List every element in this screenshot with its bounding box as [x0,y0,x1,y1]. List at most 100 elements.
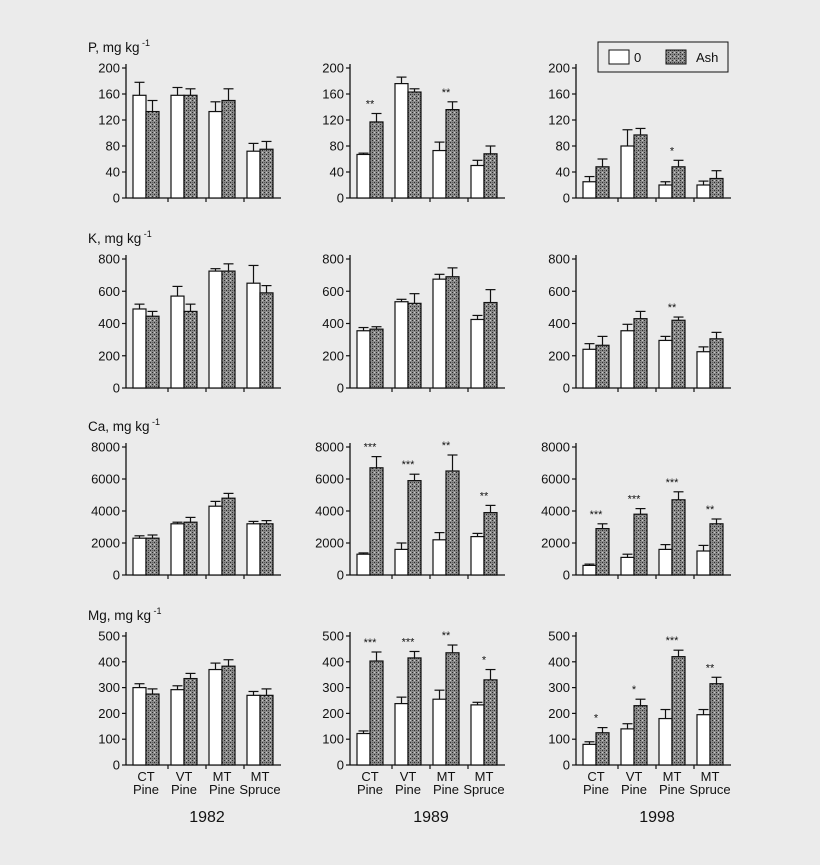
bar-control [658,339,673,389]
y-tick-label: 800 [98,252,120,267]
category-label: VT [400,769,417,784]
y-tick-label: 120 [322,113,344,128]
bar-control [246,150,261,199]
bar-control [246,523,261,576]
bar-control [170,295,185,389]
bar-control [356,330,371,389]
y-tick-label: 0 [337,191,344,206]
bar-ash [595,732,610,766]
bar-control [208,270,223,389]
bar-control [658,184,673,199]
panel-1989-row0: 0 40 80 120 160 200 ** ** [322,61,505,206]
category-label: Spruce [689,782,730,797]
y-tick-label: 0 [337,381,344,396]
panel-1982-row1: 0 200 400 600 800 K, mg kg -1 [88,229,281,396]
y-tick-label: 400 [322,654,344,669]
bar-ash [221,99,236,199]
category-label: MT [213,769,232,784]
category-label: MT [701,769,720,784]
y-tick-label: 400 [548,316,570,331]
y-tick-label: 400 [98,654,120,669]
significance-marker: * [670,145,675,157]
category-label: MT [251,769,270,784]
y-tick-label: 40 [330,165,344,180]
bar-ash [407,302,422,389]
y-tick-label: 0 [563,568,570,583]
bar-control [620,330,635,389]
category-label: MT [663,769,682,784]
y-axis-label: P, mg kg -1 [88,38,150,55]
y-tick-label: 0 [113,191,120,206]
y-tick-label: 200 [548,706,570,721]
bar-control [246,694,261,766]
category-label: CT [361,769,378,784]
y-tick-label: 40 [556,165,570,180]
legend-label-control: 0 [634,50,641,65]
bar-ash [709,683,724,766]
significance-marker: * [482,655,487,667]
year-label-1998: 1998 [639,809,675,826]
significance-marker: *** [364,442,378,454]
significance-marker: ** [480,490,489,502]
significance-marker: *** [590,509,604,521]
y-tick-label: 0 [563,381,570,396]
y-tick-label: 8000 [315,440,344,455]
bar-ash [633,513,648,576]
bar-ash [445,108,460,199]
bar-ash [183,310,198,389]
bar-control [470,164,485,199]
bar-control [620,728,635,766]
category-label: VT [176,769,193,784]
y-axis-label: K, mg kg -1 [88,229,152,246]
y-tick-label: 2000 [541,536,570,551]
bar-ash [595,344,610,389]
category-label: Pine [171,782,197,797]
bar-control [356,153,371,199]
y-tick-label: 4000 [541,504,570,519]
bar-ash [259,523,274,576]
y-tick-label: 8000 [91,440,120,455]
bar-ash [221,497,236,576]
bar-control [658,717,673,766]
y-tick-label: 80 [330,139,344,154]
significance-marker: *** [628,494,642,506]
y-tick-label: 160 [322,87,344,102]
bar-ash [407,657,422,766]
bar-ash [369,121,384,199]
legend-swatch-control [608,49,630,65]
y-tick-label: 2000 [315,536,344,551]
bar-control [132,308,147,389]
year-label-1982: 1982 [189,809,225,826]
bar-control [356,553,371,576]
legend: 0 Ash [597,41,729,73]
y-tick-label: 160 [548,87,570,102]
category-label: Spruce [463,782,504,797]
bar-ash [633,134,648,199]
bar-control [696,184,711,199]
panel-1998-row0: 0 40 80 120 160 200 * [548,61,731,206]
y-tick-label: 800 [548,252,570,267]
y-tick-label: 200 [98,61,120,76]
bar-ash [595,527,610,576]
bar-control [132,537,147,576]
bar-ash [445,470,460,576]
panel-1982-row2: 0 2000 4000 6000 8000 Ca, mg kg -1 [88,417,281,583]
bar-ash [709,338,724,389]
y-tick-label: 4000 [315,504,344,519]
bar-ash [145,693,160,766]
bar-control [132,94,147,199]
y-tick-label: 100 [322,732,344,747]
bar-ash [483,679,498,766]
y-axis-label-exponent: -1 [141,229,152,239]
y-tick-label: 300 [548,680,570,695]
y-tick-label: 600 [548,284,570,299]
bar-control [394,82,409,199]
bar-ash [407,480,422,576]
bar-control [432,539,447,576]
legend-box [597,41,729,73]
bar-control [470,318,485,389]
bar-ash [445,276,460,389]
y-tick-label: 500 [322,629,344,644]
y-tick-label: 0 [337,568,344,583]
